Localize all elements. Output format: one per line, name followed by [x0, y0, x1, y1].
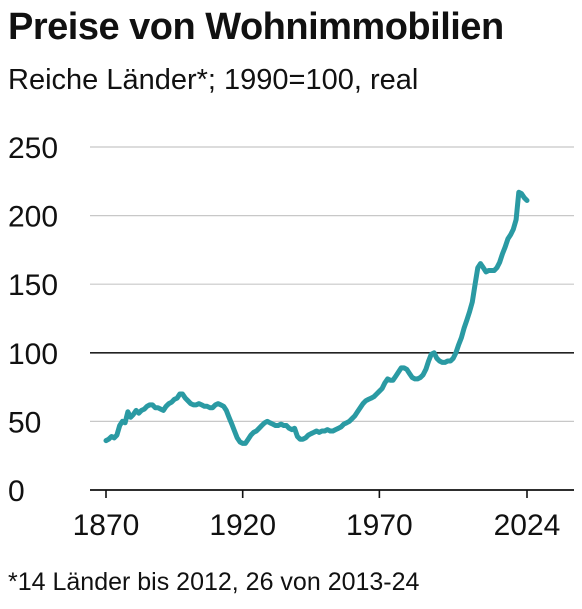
y-tick-label-150: 150: [8, 269, 58, 302]
y-tick-label-200: 200: [8, 201, 58, 234]
x-tick-label-1870: 1870: [73, 509, 140, 542]
x-tick-label-2024: 2024: [494, 509, 561, 542]
y-axis-tick-labels: 0 50 100 150 200 250: [8, 132, 58, 508]
series-lines: [103, 189, 530, 446]
x-axis: 1870 1920 1970 2024: [73, 489, 574, 542]
chart-subtitle: Reiche Länder*; 1990=100, real: [8, 64, 419, 96]
y-tick-label-0: 0: [8, 475, 25, 508]
gridlines: [90, 146, 574, 422]
x-tick-label-1920: 1920: [209, 509, 276, 542]
y-tick-label-50: 50: [8, 406, 41, 439]
footnote: *14 Länder bis 2012, 26 von 2013-24: [8, 568, 420, 596]
series-line-0: [103, 189, 530, 446]
x-tick-label-1970: 1970: [346, 509, 413, 542]
y-tick-label-250: 250: [8, 132, 58, 165]
y-tick-label-100: 100: [8, 338, 58, 371]
chart-title: Preise von Wohnimmobilien: [8, 6, 504, 48]
